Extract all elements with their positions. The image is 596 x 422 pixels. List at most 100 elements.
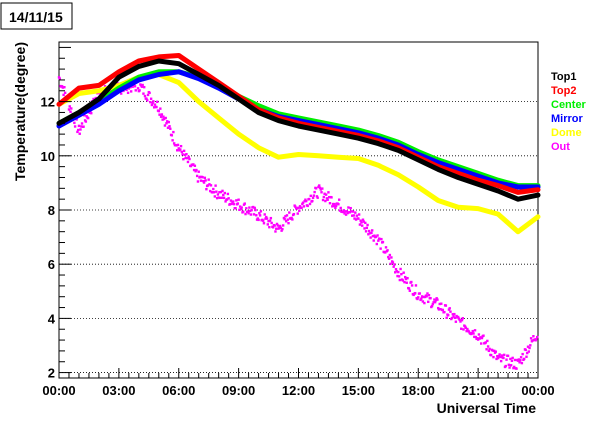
out-point (367, 229, 371, 233)
out-point (354, 218, 358, 221)
out-point (321, 198, 325, 202)
out-point (183, 153, 187, 157)
out-point (337, 203, 340, 206)
out-point (69, 110, 72, 113)
out-point (263, 213, 266, 216)
out-point (274, 230, 277, 233)
out-point (197, 170, 200, 173)
out-point (379, 247, 382, 250)
out-point (384, 251, 387, 254)
out-point (376, 234, 379, 237)
out-point (192, 163, 195, 166)
out-point (477, 333, 481, 336)
out-point (301, 202, 304, 206)
out-point (213, 195, 217, 198)
out-point (295, 207, 299, 210)
out-point (58, 77, 61, 80)
out-point (303, 200, 306, 203)
out-point (238, 208, 241, 212)
out-point (159, 107, 162, 110)
out-point (496, 354, 499, 358)
out-point (155, 105, 158, 109)
out-point (476, 337, 479, 340)
out-point (456, 315, 460, 319)
out-point (312, 194, 316, 197)
out-point (166, 120, 169, 123)
y-tick-label: 2 (48, 366, 55, 381)
out-point (287, 221, 290, 225)
out-point (420, 295, 424, 298)
series-mirror-line (56, 69, 541, 190)
out-point (493, 349, 496, 353)
out-point (486, 339, 489, 343)
out-point (414, 284, 418, 287)
out-point (524, 348, 527, 352)
out-point (317, 185, 320, 189)
out-point (146, 93, 150, 97)
out-point (285, 220, 288, 223)
out-point (290, 216, 293, 220)
y-tick-label: 6 (48, 257, 55, 272)
out-point (208, 183, 211, 186)
out-point (509, 357, 512, 361)
out-point (161, 118, 164, 121)
out-point (528, 346, 531, 350)
out-point (467, 330, 471, 333)
out-point (421, 300, 425, 303)
x-tick-label: 15:00 (342, 383, 375, 398)
out-point (199, 175, 202, 179)
y-tick-label: 4 (48, 311, 56, 326)
out-point (143, 94, 147, 98)
out-point (350, 210, 353, 213)
out-point (458, 318, 461, 322)
out-point (437, 308, 441, 311)
out-point (334, 204, 338, 208)
out-point (152, 100, 155, 103)
legend-label-dome: Dome (551, 127, 582, 139)
out-point (243, 202, 246, 205)
out-point (172, 130, 175, 134)
out-point (275, 227, 278, 230)
out-point (479, 342, 483, 345)
out-point (334, 206, 337, 210)
out-point (386, 249, 389, 252)
out-point (531, 339, 534, 342)
out-point (177, 147, 180, 150)
out-point (298, 205, 302, 208)
out-point (417, 296, 420, 299)
out-point (185, 152, 188, 156)
out-point (361, 224, 364, 227)
out-point (535, 337, 538, 341)
out-point (345, 210, 349, 213)
out-point (440, 302, 443, 305)
out-point (529, 337, 533, 340)
out-point (218, 191, 221, 194)
out-point (413, 291, 417, 295)
out-point (150, 103, 154, 107)
out-point (73, 121, 76, 125)
out-point (262, 222, 266, 225)
out-point (180, 150, 184, 154)
out-point (397, 275, 401, 278)
out-point (375, 242, 378, 246)
out-point (265, 215, 268, 219)
out-point (536, 335, 539, 339)
out-point (369, 236, 372, 239)
out-point (448, 307, 451, 310)
out-point (269, 216, 273, 220)
out-point (478, 337, 481, 340)
out-point (506, 354, 510, 358)
out-point (258, 212, 261, 215)
out-point (146, 99, 149, 102)
out-point (126, 91, 130, 95)
out-point (433, 300, 437, 304)
out-point (266, 223, 269, 226)
out-point (291, 218, 294, 221)
x-tick-label: 00:00 (521, 383, 554, 398)
out-point (323, 192, 326, 195)
out-point (322, 195, 326, 199)
out-point (394, 268, 398, 271)
out-point (302, 205, 306, 208)
out-point (358, 223, 362, 226)
